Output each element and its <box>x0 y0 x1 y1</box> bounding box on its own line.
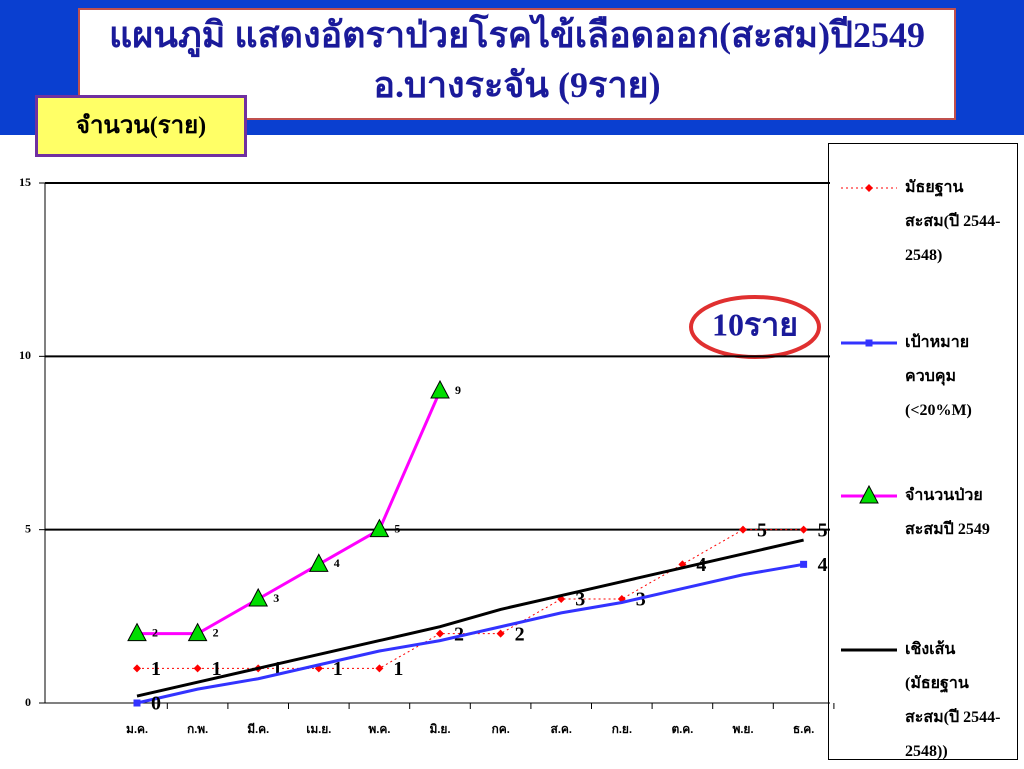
x-tick-label: มี.ค. <box>247 722 269 736</box>
data-label: 2 <box>515 623 525 645</box>
x-tick-label: ธ.ค. <box>793 722 814 736</box>
marker <box>859 484 879 504</box>
data-label: 2 <box>213 625 219 639</box>
marker <box>127 622 147 642</box>
marker <box>436 629 444 638</box>
marker <box>133 664 141 673</box>
marker <box>865 339 873 347</box>
marker <box>375 664 384 673</box>
x-tick-label: พ.ย. <box>733 722 754 736</box>
series-line <box>137 529 804 669</box>
marker <box>133 699 141 707</box>
legend-entry: เป้าหมายควบคุม (<20%M) <box>905 334 972 419</box>
x-tick-label: มิ.ย. <box>430 722 451 736</box>
data-label: 1 <box>151 658 161 680</box>
title-line: แผนภูมิ แสดงอัตราป่วยโรคไข้เลือดออก(สะสม… <box>109 15 925 55</box>
series-line <box>136 538 804 698</box>
data-label: 3 <box>273 591 279 605</box>
data-label: 1 <box>333 658 343 680</box>
data-label: 5 <box>394 521 400 535</box>
data-label: 9 <box>455 383 461 397</box>
marker <box>865 184 873 192</box>
x-tick-label: ม.ค. <box>126 722 148 736</box>
legend-marks <box>841 184 897 652</box>
data-label: 5 <box>757 519 767 541</box>
data-label: 1 <box>393 658 403 680</box>
marker <box>308 553 329 572</box>
data-label: 4 <box>818 554 828 576</box>
marker <box>187 622 208 642</box>
data-label: 2 <box>454 623 464 645</box>
annotation: 10ราย <box>712 306 798 342</box>
x-tick-label: กค. <box>491 722 509 736</box>
legend-entry: จำนวนป่วยสะสมปี 2549 <box>905 487 990 538</box>
legend: มัธยฐานสะสม(ปี 2544-2548) เป้าหมายควบคุม … <box>828 143 1018 760</box>
x-tick-label: เม.ย. <box>306 722 331 736</box>
series-line <box>136 562 804 705</box>
data-label: 3 <box>575 589 585 611</box>
legend-entry: เชิงเส้น (มัธยฐานสะสม(ปี 2544-2548)) <box>905 641 1001 760</box>
x-tick-label: ก.ย. <box>612 722 632 736</box>
y-tick-label: 10 <box>19 348 31 362</box>
marker <box>739 525 747 534</box>
data-label: 1 <box>212 658 222 680</box>
title-line: อ.บางระจัน (9ราย) <box>373 65 661 105</box>
data-label: 5 <box>818 519 828 541</box>
data-label: 2 <box>152 625 158 639</box>
x-tick-label: ก.พ. <box>187 722 208 736</box>
marker <box>799 525 808 534</box>
marker <box>369 518 390 538</box>
y-tick-label: 15 <box>19 175 31 189</box>
y-tick-label: 0 <box>25 695 31 709</box>
data-label: 4 <box>334 556 340 570</box>
marker <box>193 664 202 673</box>
data-label: 1 <box>272 658 282 680</box>
legend-entry: มัธยฐานสะสม(ปี 2544-2548) <box>905 179 1001 264</box>
series-line <box>137 390 442 636</box>
marker <box>248 587 269 607</box>
y-axis-label: จำนวน(ราย) <box>35 95 247 157</box>
x-tick-label: พ.ค. <box>368 722 390 736</box>
y-tick-label: 5 <box>25 521 31 535</box>
data-label: 0 <box>151 693 161 715</box>
marker <box>430 379 450 399</box>
x-tick-label: ต.ค. <box>671 722 693 736</box>
marker <box>800 560 808 568</box>
x-tick-label: ส.ค. <box>551 722 572 736</box>
marker <box>496 629 505 638</box>
